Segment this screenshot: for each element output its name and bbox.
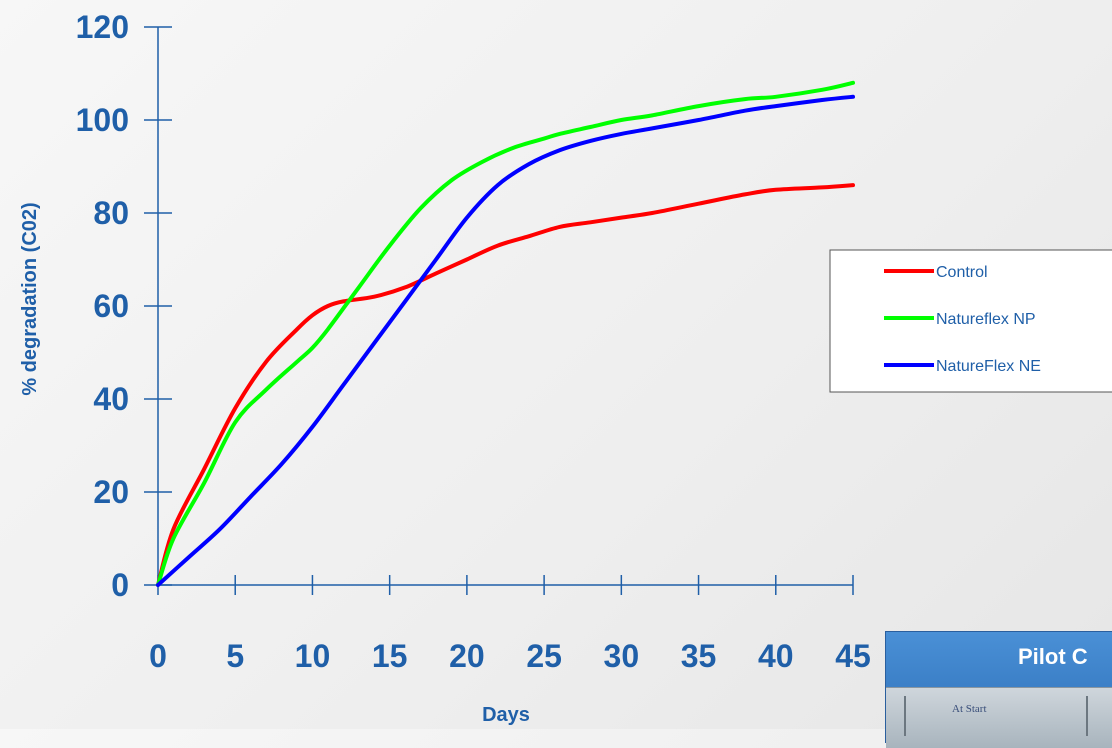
- y-tick-label: 120: [76, 9, 129, 45]
- chart: 0 5 10 15 20 25 30 35 40 45 0 20 40 60 80 100 120 % degr…: [19, 9, 1112, 726]
- legend-label-natureflex-ne: NatureFlex NE: [936, 358, 1041, 375]
- pilot-panel: Pilot C At Start: [885, 631, 1112, 748]
- x-tick-label: 20: [449, 638, 485, 674]
- x-tick-label: 45: [835, 638, 871, 674]
- x-tick-label: 15: [372, 638, 408, 674]
- y-tick-label: 100: [76, 102, 129, 138]
- pilot-tab-label: At Start: [952, 703, 987, 715]
- legend-box: [829, 249, 1112, 393]
- pilot-cell: At Start: [904, 696, 1088, 736]
- x-axis-title: Days: [482, 704, 530, 726]
- series-line-natureflex-np: [156, 80, 855, 587]
- legend-label-control: Control: [936, 264, 988, 281]
- y-tick-label: 80: [93, 195, 129, 231]
- x-tick-label: 40: [758, 638, 794, 674]
- series-line-natureflex-ne: [156, 94, 855, 587]
- y-tick-label: 40: [93, 381, 129, 417]
- x-tick-label: 0: [149, 638, 167, 674]
- y-tick-label: 0: [111, 567, 129, 603]
- pilot-title: Pilot C: [1018, 644, 1088, 669]
- series-line-control: [156, 183, 855, 587]
- x-tick-label: 5: [226, 638, 244, 674]
- y-tick-label: 20: [93, 474, 129, 510]
- series-lines: [156, 80, 855, 587]
- x-tick-label: 25: [526, 638, 562, 674]
- x-tick-label: 35: [681, 638, 717, 674]
- legend: Control Natureflex NP NatureFlex NE: [829, 249, 1112, 393]
- x-tick-label: 10: [295, 638, 331, 674]
- y-axis-title: % degradation (C02): [19, 202, 41, 395]
- ticks: 0 5 10 15 20 25 30 35 40 45 0 20 40 60 80 100 120: [76, 9, 871, 674]
- pilot-image-strip: At Start: [886, 687, 1112, 748]
- x-tick-label: 30: [604, 638, 640, 674]
- y-tick-label: 60: [93, 288, 129, 324]
- legend-label-natureflex-np: Natureflex NP: [936, 311, 1036, 328]
